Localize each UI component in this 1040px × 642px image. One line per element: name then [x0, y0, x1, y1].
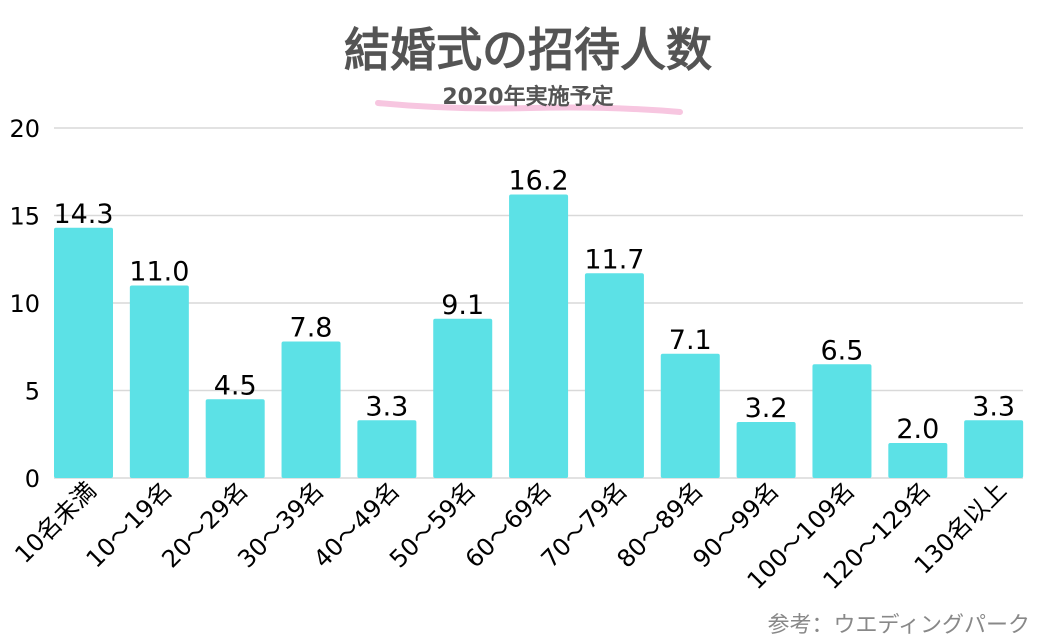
- source-note: 参考：ウエディングパーク: [768, 613, 1030, 638]
- data-label: 14.3: [53, 199, 113, 230]
- bar: [205, 399, 265, 478]
- y-tick-label: 0: [25, 465, 40, 493]
- data-label: 11.0: [129, 257, 189, 288]
- data-label: 3.3: [972, 391, 1015, 422]
- bar: [509, 194, 569, 478]
- bar: [888, 443, 948, 478]
- bar: [736, 422, 796, 478]
- data-label: 11.7: [584, 244, 644, 275]
- bar: [584, 273, 644, 478]
- bar: [281, 341, 341, 478]
- bar: [812, 364, 872, 478]
- chart-subtitle: 2020年実施予定: [442, 84, 613, 110]
- bar: [964, 420, 1024, 478]
- subtitle-underline: [375, 100, 683, 115]
- y-tick-label: 10: [9, 290, 40, 318]
- bar: [54, 227, 113, 478]
- bar: [660, 353, 720, 478]
- data-label: 3.2: [745, 393, 788, 424]
- bar: [129, 285, 189, 478]
- data-label: 9.1: [441, 290, 484, 321]
- data-label: 4.5: [214, 370, 257, 401]
- y-tick-label: 20: [9, 115, 40, 143]
- data-label: 2.0: [896, 414, 939, 445]
- data-label: 7.8: [290, 313, 333, 344]
- chart-title: 結婚式の招待人数: [344, 23, 712, 77]
- data-label: 16.2: [509, 166, 569, 197]
- data-label: 6.5: [820, 335, 863, 366]
- bar: [357, 420, 417, 478]
- data-label: 7.1: [669, 325, 712, 356]
- y-tick-label: 5: [25, 378, 40, 406]
- bar: [433, 318, 493, 478]
- y-tick-label: 15: [9, 203, 40, 231]
- data-label: 3.3: [365, 391, 408, 422]
